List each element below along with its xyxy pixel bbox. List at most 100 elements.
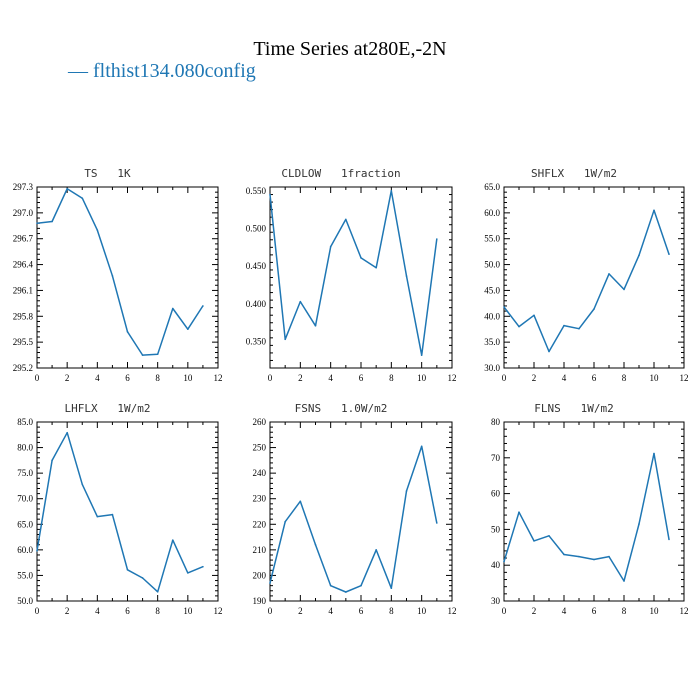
x-tick-label: 10 xyxy=(417,606,427,616)
chart-panel: CLDLOW 1fraction 0 2 4 6 8 10 12 0.350 0.400 0.450… xyxy=(246,167,457,383)
data-point xyxy=(96,229,99,231)
y-tick-label: 296.4 xyxy=(13,260,34,270)
data-point xyxy=(533,314,535,317)
y-tick-label: 0.400 xyxy=(246,299,267,309)
x-tick-label: 12 xyxy=(214,373,223,383)
data-point xyxy=(653,209,655,212)
panel-title: FLNS 1W/m2 xyxy=(534,402,613,415)
panel-title: LHFLX 1W/m2 xyxy=(64,402,150,415)
data-point xyxy=(593,558,595,561)
data-point xyxy=(66,187,68,190)
x-tick-label: 4 xyxy=(328,373,333,383)
data-point xyxy=(202,305,204,307)
y-tick-label: 296.1 xyxy=(13,285,33,295)
y-tick-label: 295.8 xyxy=(13,311,34,321)
chart-panel: SHFLX 1W/m2 0 2 4 6 8 10 12 30.0 35.0 40.0 45.0 50.0… xyxy=(484,167,688,383)
y-tick-label: 40.0 xyxy=(484,311,500,321)
y-tick-label: 30.0 xyxy=(484,363,500,373)
y-tick-label: 0.550 xyxy=(246,186,267,196)
x-tick-label: 2 xyxy=(298,606,303,616)
data-point xyxy=(202,565,204,568)
x-tick-label: 4 xyxy=(328,606,333,616)
x-tick-label: 0 xyxy=(35,606,40,616)
data-point xyxy=(360,584,362,587)
data-point xyxy=(360,257,362,259)
data-point xyxy=(668,538,670,541)
x-tick-label: 8 xyxy=(389,606,394,616)
x-tick-label: 8 xyxy=(622,606,627,616)
y-tick-label: 0.450 xyxy=(246,261,267,271)
x-tick-label: 4 xyxy=(562,606,567,616)
x-tick-label: 10 xyxy=(183,373,193,383)
data-point xyxy=(156,353,159,356)
panel-title: SHFLX 1W/m2 xyxy=(531,167,617,180)
y-tick-label: 55.0 xyxy=(17,570,33,580)
x-tick-label: 0 xyxy=(502,606,507,616)
chart-panel: FLNS 1W/m2 0 2 4 6 8 10 12 30 40 50 60 70 80 xyxy=(491,402,689,616)
data-point xyxy=(668,253,670,256)
series-line xyxy=(36,187,204,356)
x-tick-label: 8 xyxy=(155,606,160,616)
y-tick-label: 240 xyxy=(253,468,267,478)
series-line xyxy=(269,190,438,356)
data-point xyxy=(314,543,317,546)
x-tick-label: 4 xyxy=(95,373,100,383)
data-point xyxy=(436,238,438,240)
data-point xyxy=(578,555,580,558)
data-point xyxy=(299,300,302,303)
x-tick-label: 6 xyxy=(125,373,130,383)
data-point xyxy=(126,331,129,333)
x-tick-label: 8 xyxy=(389,373,394,383)
data-point xyxy=(141,577,144,579)
data-point xyxy=(141,354,144,356)
data-point xyxy=(593,308,595,310)
data-point xyxy=(375,266,377,269)
y-tick-label: 65.0 xyxy=(17,519,33,529)
x-tick-label: 10 xyxy=(183,606,193,616)
y-tick-label: 297.0 xyxy=(13,208,34,218)
x-tick-label: 10 xyxy=(417,373,427,383)
data-point xyxy=(187,328,189,331)
y-tick-label: 260 xyxy=(253,417,267,427)
panel-title: TS 1K xyxy=(84,167,131,180)
plot-frame xyxy=(269,186,453,369)
y-tick-label: 45.0 xyxy=(484,285,500,295)
data-point xyxy=(269,193,271,196)
y-tick-label: 50 xyxy=(491,524,501,534)
series-line xyxy=(503,452,670,582)
x-tick-label: 4 xyxy=(562,373,567,383)
data-point xyxy=(563,553,565,556)
data-point xyxy=(284,520,286,523)
data-point xyxy=(284,338,286,341)
data-point xyxy=(126,569,129,571)
x-tick-label: 6 xyxy=(359,606,364,616)
data-point xyxy=(563,324,565,327)
panel-title: FSNS 1.0W/m2 xyxy=(295,402,388,415)
series-line xyxy=(36,431,204,593)
data-point xyxy=(533,540,535,542)
data-point xyxy=(503,560,505,563)
x-tick-label: 10 xyxy=(650,373,660,383)
data-point xyxy=(36,550,38,552)
data-point xyxy=(420,445,423,448)
y-tick-label: 250 xyxy=(253,443,267,453)
y-tick-label: 50.0 xyxy=(17,596,33,606)
y-tick-label: 40 xyxy=(491,560,501,570)
series-line xyxy=(503,209,670,353)
x-tick-label: 2 xyxy=(532,373,537,383)
data-point xyxy=(638,254,640,257)
data-point xyxy=(156,590,159,593)
data-point xyxy=(390,189,393,192)
panels: TS 1K 0 2 4 6 8 10 12 295.2 295.5 295.8 296.1 296.4 2… xyxy=(13,167,689,616)
data-point xyxy=(390,587,393,590)
y-tick-label: 296.7 xyxy=(13,234,34,244)
data-point xyxy=(111,274,114,277)
data-point xyxy=(503,306,505,308)
data-point xyxy=(171,539,174,541)
x-tick-label: 0 xyxy=(268,373,273,383)
data-point xyxy=(548,350,550,353)
y-tick-label: 55.0 xyxy=(484,234,500,244)
x-tick-label: 8 xyxy=(622,373,627,383)
x-tick-label: 12 xyxy=(214,606,223,616)
